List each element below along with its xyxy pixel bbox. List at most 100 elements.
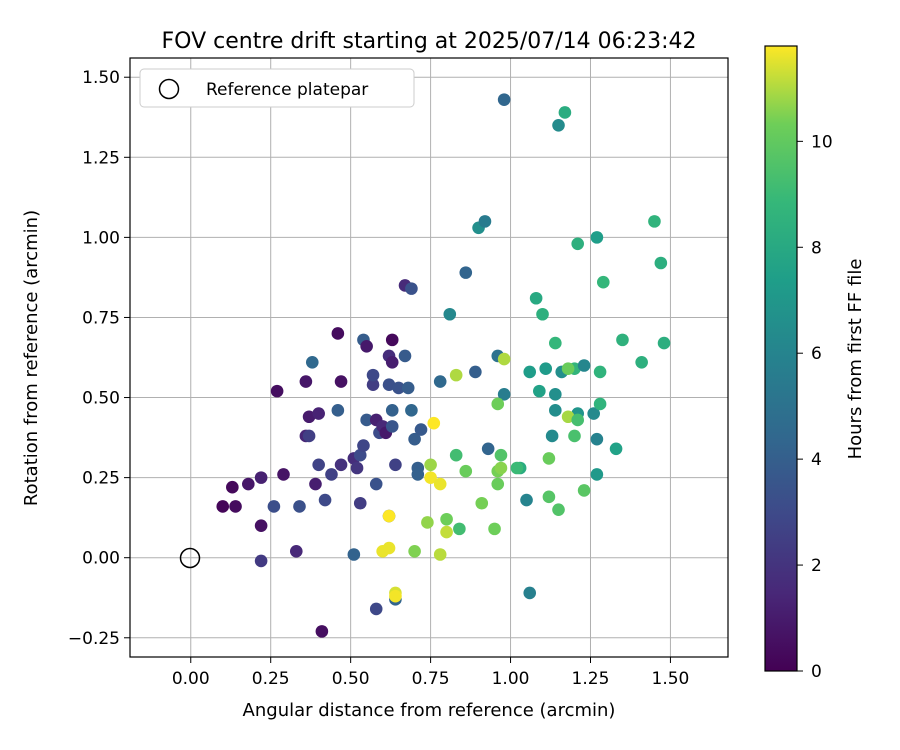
data-point bbox=[497, 352, 511, 366]
data-point bbox=[318, 493, 332, 507]
data-point bbox=[312, 458, 325, 472]
data-point bbox=[654, 256, 668, 270]
data-point bbox=[305, 356, 319, 369]
data-point bbox=[520, 493, 533, 507]
data-point bbox=[577, 359, 591, 372]
data-point bbox=[334, 458, 348, 472]
data-point bbox=[424, 458, 437, 472]
data-point bbox=[226, 480, 239, 494]
data-point bbox=[558, 106, 572, 119]
data-point bbox=[421, 516, 434, 529]
data-point bbox=[459, 464, 473, 478]
x-tick-label: 1.50 bbox=[652, 669, 690, 689]
data-point bbox=[593, 365, 607, 379]
legend-box bbox=[139, 68, 415, 108]
data-point bbox=[590, 468, 604, 481]
y-tick-label: 1.50 bbox=[82, 68, 120, 88]
y-tick-label: 1.00 bbox=[82, 228, 120, 248]
data-point bbox=[571, 413, 585, 427]
data-point bbox=[408, 544, 421, 558]
data-point bbox=[382, 541, 396, 555]
legend: Reference platepar bbox=[139, 68, 415, 108]
data-point bbox=[549, 404, 562, 417]
colorbar-tick-label: 6 bbox=[811, 344, 822, 364]
data-point bbox=[542, 452, 556, 465]
data-point bbox=[616, 333, 629, 347]
data-point bbox=[494, 461, 508, 475]
data-point bbox=[353, 448, 367, 462]
data-point bbox=[494, 448, 508, 462]
data-point bbox=[549, 388, 562, 401]
colorbar-ticks: 0 2 4 6 8 10 bbox=[797, 132, 833, 682]
y-tick-label: 0.25 bbox=[82, 469, 120, 489]
data-point bbox=[254, 554, 268, 568]
data-point bbox=[552, 118, 565, 132]
data-point bbox=[293, 500, 306, 513]
data-point bbox=[242, 477, 255, 491]
data-point bbox=[382, 509, 396, 523]
data-point bbox=[433, 548, 447, 561]
data-point bbox=[389, 458, 402, 472]
data-point bbox=[427, 416, 441, 430]
data-point bbox=[459, 266, 473, 279]
data-point bbox=[408, 432, 421, 446]
data-point bbox=[357, 439, 370, 452]
y-tick-label: 0.00 bbox=[82, 549, 120, 569]
data-point bbox=[497, 93, 511, 106]
data-point bbox=[440, 512, 453, 526]
data-point bbox=[469, 365, 482, 379]
data-point bbox=[302, 429, 316, 443]
data-point bbox=[405, 404, 418, 417]
data-point bbox=[561, 410, 575, 424]
x-tick-label: 1.00 bbox=[492, 669, 530, 689]
data-point bbox=[302, 410, 316, 424]
data-point bbox=[571, 237, 585, 251]
data-point bbox=[385, 404, 399, 417]
data-point bbox=[648, 215, 661, 228]
data-point bbox=[353, 496, 367, 510]
data-point bbox=[491, 477, 505, 491]
reference-point-marker bbox=[179, 547, 201, 569]
data-point bbox=[561, 362, 575, 376]
data-point bbox=[443, 307, 457, 321]
data-point bbox=[270, 384, 284, 398]
data-point bbox=[488, 522, 501, 536]
data-point bbox=[369, 602, 383, 616]
data-point bbox=[593, 397, 607, 411]
data-point bbox=[277, 468, 290, 481]
legend-entry-reference: Reference platepar bbox=[206, 80, 368, 100]
data-point bbox=[267, 500, 281, 513]
data-point bbox=[385, 356, 399, 369]
colorbar-tick-label: 4 bbox=[811, 450, 822, 470]
data-point bbox=[389, 589, 402, 603]
data-point bbox=[635, 356, 648, 369]
data-point bbox=[229, 500, 242, 513]
data-point bbox=[657, 336, 671, 350]
data-point bbox=[533, 384, 546, 398]
data-point bbox=[453, 522, 466, 536]
data-point bbox=[433, 375, 447, 388]
y-tick-label: 0.75 bbox=[82, 308, 120, 328]
grid-lines bbox=[130, 58, 728, 657]
x-axis-label: Angular distance from reference (arcmin) bbox=[243, 700, 616, 721]
x-tick-label: 0.00 bbox=[172, 669, 210, 689]
data-point bbox=[590, 432, 604, 446]
data-point bbox=[315, 625, 329, 638]
data-point bbox=[366, 368, 380, 382]
data-point bbox=[309, 477, 322, 491]
data-point bbox=[385, 333, 399, 347]
data-point bbox=[545, 429, 559, 443]
data-point bbox=[449, 368, 463, 382]
data-point bbox=[347, 548, 361, 561]
colorbar-tick-label: 2 bbox=[811, 556, 822, 576]
data-point bbox=[401, 381, 415, 395]
data-point bbox=[424, 471, 437, 484]
colorbar: 0 2 4 6 8 10 Hours from first FF file bbox=[764, 45, 866, 682]
y-tick-label: 1.25 bbox=[82, 148, 120, 168]
data-point bbox=[523, 365, 537, 379]
data-point bbox=[577, 484, 591, 497]
data-point bbox=[529, 291, 543, 305]
x-tick-label: 1.25 bbox=[572, 669, 610, 689]
colorbar-gradient bbox=[764, 45, 798, 672]
